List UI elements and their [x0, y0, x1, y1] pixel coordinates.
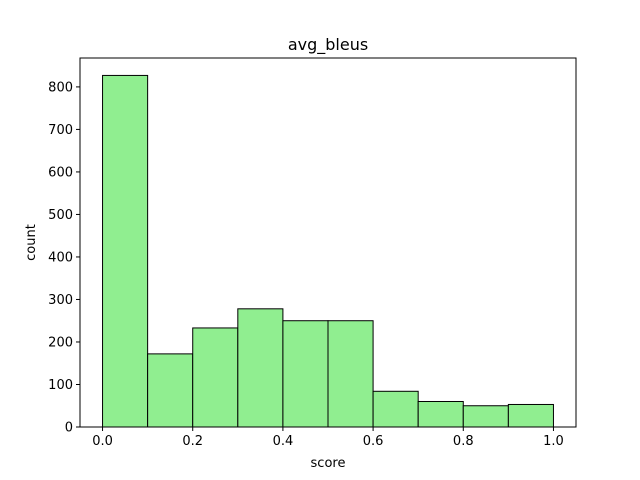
histogram-bar-5	[327, 320, 374, 428]
histogram-bar-7	[417, 400, 464, 428]
x-tick-label-3: 0.6	[363, 434, 384, 449]
y-tick-label-1: 100	[48, 378, 73, 393]
histogram-bar-9	[507, 403, 554, 428]
histogram-bar-2	[192, 327, 239, 428]
histogram-bar-4	[282, 320, 329, 428]
x-tick-label-5: 1.0	[543, 434, 564, 449]
y-tick-label-7: 700	[48, 123, 73, 138]
x-tick-label-1: 0.2	[182, 434, 203, 449]
y-tick-label-8: 800	[48, 80, 73, 95]
x-tick-label-4: 0.8	[453, 434, 474, 449]
histogram-bar-0	[102, 74, 149, 428]
y-tick-label-3: 300	[48, 293, 73, 308]
y-tick-label-2: 200	[48, 335, 73, 350]
plot-frame	[79, 57, 577, 428]
bars-group	[102, 74, 554, 428]
histogram-bar-6	[372, 390, 419, 428]
y-axis-label: count	[24, 224, 39, 261]
y-tick-label-5: 500	[48, 208, 73, 223]
histogram-bar-3	[237, 308, 284, 428]
chart-title: avg_bleus	[288, 35, 368, 55]
x-tick-label-0: 0.0	[92, 434, 113, 449]
y-tick-label-6: 600	[48, 165, 73, 180]
x-axis: 0.0 0.2 0.4 0.6 0.8 1.0	[92, 427, 564, 449]
x-tick-label-2: 0.4	[273, 434, 294, 449]
x-axis-label: score	[311, 456, 346, 471]
y-axis: 0 100 200 300 400 500 600 700 800	[48, 80, 80, 436]
histogram-bar-8	[462, 405, 509, 428]
histogram-bar-1	[147, 353, 194, 428]
y-tick-label-0: 0	[65, 421, 73, 436]
y-tick-label-4: 400	[48, 250, 73, 265]
